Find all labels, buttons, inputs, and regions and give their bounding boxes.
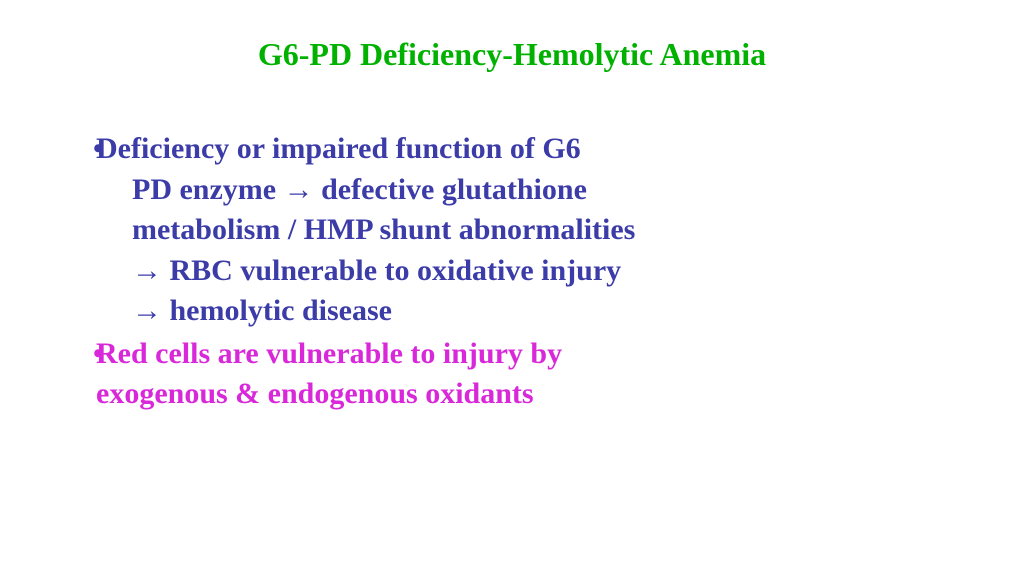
bullet2-line1: Red cells are vulnerable to injury by [96,337,562,370]
bullet1-line1: Deficiency or impaired function of G6 [96,132,581,165]
slide-title: G6-PD Deficiency-Hemolytic Anemia [0,36,1024,73]
bullet-point-1: • Deficiency or impaired function of G6 … [96,129,928,332]
bullet-marker: • [93,129,104,170]
bullet1-line4: → RBC vulnerable to oxidative injury [132,254,621,287]
bullet1-line2: PD enzyme → defective glutathione [132,173,587,206]
bullet1-rest: PD enzyme → defective glutathione metabo… [96,170,928,332]
bullet1-line3: metabolism / HMP shunt abnormalities [132,213,635,246]
slide: G6-PD Deficiency-Hemolytic Anemia • Defi… [0,0,1024,576]
bullet1-line5: → hemolytic disease [132,294,392,327]
bullet2-line2: exogenous & endogenous oxidants [96,377,534,410]
bullet2-text: Red cells are vulnerable to injury by ex… [96,337,562,411]
slide-body: • Deficiency or impaired function of G6 … [0,129,1024,415]
bullet-point-2: • Red cells are vulnerable to injury by … [96,334,928,415]
bullet-marker: • [93,334,104,375]
